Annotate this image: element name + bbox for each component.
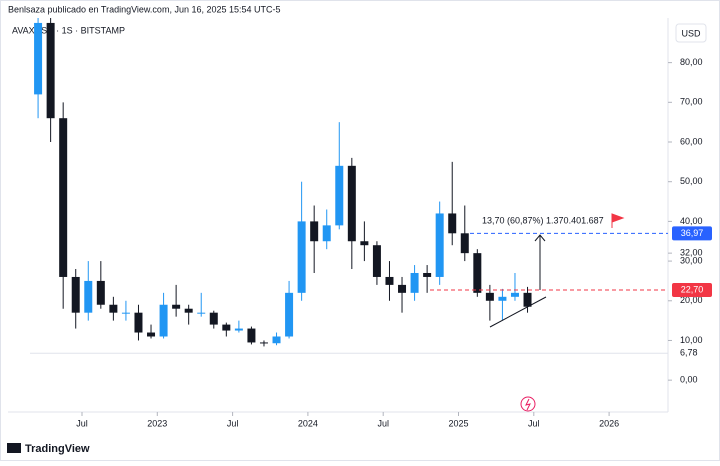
event-bolt xyxy=(525,398,531,411)
footer: TradingView xyxy=(25,443,90,455)
y-axis-label: USD xyxy=(681,28,701,38)
x-tick-label: 2024 xyxy=(298,418,318,428)
candle-body xyxy=(172,304,181,309)
candle-body xyxy=(423,272,432,277)
candle-body xyxy=(71,276,80,313)
candle-body xyxy=(310,221,319,242)
logo xyxy=(7,443,21,453)
y-tick-label: 40,00 xyxy=(680,216,703,226)
candle-body xyxy=(435,213,444,277)
y-tick-label: 30,00 xyxy=(680,255,703,265)
symbol-title: AVAXUSD · 1S · BITSTAMP xyxy=(12,25,125,35)
candle-body xyxy=(109,304,118,313)
price-tag xyxy=(672,226,712,241)
candle-body xyxy=(510,292,519,297)
candle-body xyxy=(222,324,231,331)
price-label-box xyxy=(672,346,712,361)
candle-body xyxy=(498,296,507,301)
x-tick-label: Jul xyxy=(227,418,239,428)
x-tick-label: 2023 xyxy=(147,418,167,428)
header: Benlsaza publicado en TradingView.com, J… xyxy=(8,4,281,14)
candle-body xyxy=(234,328,243,331)
candle-body xyxy=(209,312,218,325)
y-tick-label: 70,00 xyxy=(680,97,703,107)
candle-body xyxy=(59,118,68,277)
candle-body xyxy=(96,280,105,305)
candle-body xyxy=(46,22,55,119)
x-tick-label: Jul xyxy=(76,418,88,428)
candle-body xyxy=(360,241,369,246)
candle-body xyxy=(335,165,344,226)
x-tick-label: 2025 xyxy=(448,418,468,428)
candle-body xyxy=(297,221,306,293)
y-tick-label: 32,00 xyxy=(680,248,703,258)
candle-body xyxy=(134,312,143,333)
price-tag-label: 22,70 xyxy=(681,284,704,294)
candle-body xyxy=(523,292,532,307)
candle-body xyxy=(385,276,394,285)
candle-body xyxy=(322,225,331,242)
candle-body xyxy=(184,308,193,313)
candle-body xyxy=(34,22,43,95)
price-tag xyxy=(672,283,712,298)
x-tick-label: Jul xyxy=(528,418,540,428)
candle-body xyxy=(84,280,93,313)
candle-body xyxy=(485,292,494,301)
y-tick-label: 80,00 xyxy=(680,57,703,67)
x-tick-label: Jul xyxy=(377,418,389,428)
y-tick-label: 50,00 xyxy=(680,176,703,186)
price-label: 6,78 xyxy=(680,348,698,358)
flag xyxy=(611,213,625,228)
candle-body xyxy=(285,292,294,337)
trend-line xyxy=(489,296,547,328)
currency-box xyxy=(675,23,707,43)
candle-body xyxy=(272,336,281,344)
candle-body xyxy=(398,284,407,293)
candle-body xyxy=(460,233,469,254)
plot xyxy=(30,18,668,354)
y-tick-label: 0,00 xyxy=(680,375,698,385)
candle-body xyxy=(410,272,419,293)
candle-body xyxy=(347,165,356,242)
candle-body xyxy=(159,304,168,337)
candle-body xyxy=(247,328,256,343)
annotation: 13,70 (60,87%) 1.370.401.687 xyxy=(482,215,604,225)
candle-body xyxy=(259,342,268,344)
candle-body xyxy=(121,312,130,314)
candle-body xyxy=(197,312,206,314)
candle-body xyxy=(147,332,156,337)
y-tick-label: 60,00 xyxy=(680,136,703,146)
x-tick-label: 2026 xyxy=(599,418,619,428)
candle-body xyxy=(473,253,482,293)
y-tick-label: 20,00 xyxy=(680,295,703,305)
y-tick-label: 10,00 xyxy=(680,335,703,345)
price-tag-label: 36,97 xyxy=(681,228,704,238)
arrow-head xyxy=(534,234,546,242)
candle-body xyxy=(372,245,381,277)
candle-body xyxy=(448,213,457,234)
